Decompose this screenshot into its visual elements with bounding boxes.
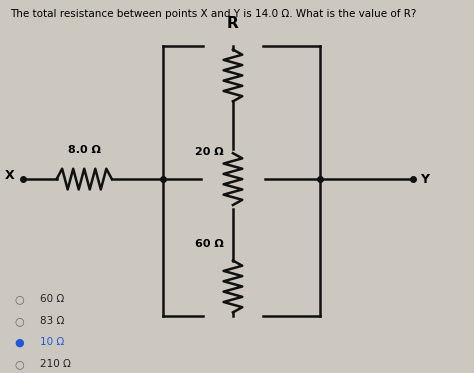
Text: 20 Ω: 20 Ω: [195, 147, 224, 157]
Text: ○: ○: [14, 359, 24, 369]
Text: R: R: [227, 16, 239, 31]
Text: The total resistance between points X and Y is 14.0 Ω. What is the value of R?: The total resistance between points X an…: [10, 9, 416, 19]
Text: ○: ○: [14, 316, 24, 326]
Text: ●: ●: [14, 337, 24, 347]
Text: 83 Ω: 83 Ω: [40, 316, 64, 326]
Text: 60 Ω: 60 Ω: [195, 239, 224, 250]
Text: X: X: [5, 169, 14, 182]
Text: Y: Y: [420, 173, 429, 186]
Text: ○: ○: [14, 294, 24, 304]
Text: 8.0 Ω: 8.0 Ω: [68, 145, 100, 155]
Text: 60 Ω: 60 Ω: [40, 294, 64, 304]
Text: 10 Ω: 10 Ω: [40, 337, 64, 347]
Text: 210 Ω: 210 Ω: [40, 359, 71, 369]
